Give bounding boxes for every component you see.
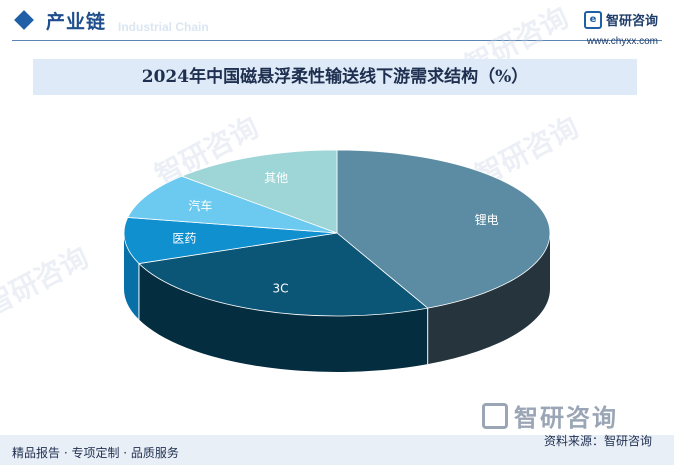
brand-url: www.chyxx.com	[586, 36, 658, 47]
brand-name: 智研咨询	[605, 14, 658, 29]
pie-slice-3C	[138, 232, 429, 317]
footer-logo-text: 智研咨询	[514, 404, 618, 432]
pie-slice-其他	[180, 149, 338, 234]
pie-side-医药	[124, 233, 139, 320]
chart-title-band	[33, 59, 637, 95]
pie-side-锂电	[427, 233, 550, 365]
slice-label-汽车: 汽车	[188, 198, 212, 213]
footer-tagline: 精品报告 · 专项定制 · 品质服务	[12, 446, 179, 460]
brand-logo-icon: e	[583, 10, 602, 29]
section-title: 产业链	[46, 11, 107, 33]
slice-label-医药: 医药	[172, 232, 196, 246]
slice-label-其他: 其他	[264, 171, 288, 185]
footer-logo-icon	[482, 402, 508, 429]
footer-logo: 智研咨询	[482, 398, 618, 433]
pie-slice-医药	[123, 217, 338, 264]
section-subtitle: Industrial Chain	[118, 20, 209, 34]
pie-slice-汽车	[127, 175, 338, 234]
pie-slice-锂电	[336, 149, 551, 309]
header-divider	[12, 40, 662, 41]
slice-label-3C: 3C	[273, 282, 289, 296]
footer-band	[0, 435, 674, 465]
data-source: 资料来源：智研咨询	[543, 434, 652, 448]
header: Industrial Chain 产业链 e 智研咨询 www.chyxx.co…	[0, 0, 674, 50]
brand: e 智研咨询	[583, 10, 658, 29]
pie-side-3C	[138, 263, 428, 372]
chart-title: 2024年中国磁悬浮柔性输送线下游需求结构（%）	[141, 67, 529, 87]
slice-label-锂电: 锂电	[475, 212, 499, 227]
